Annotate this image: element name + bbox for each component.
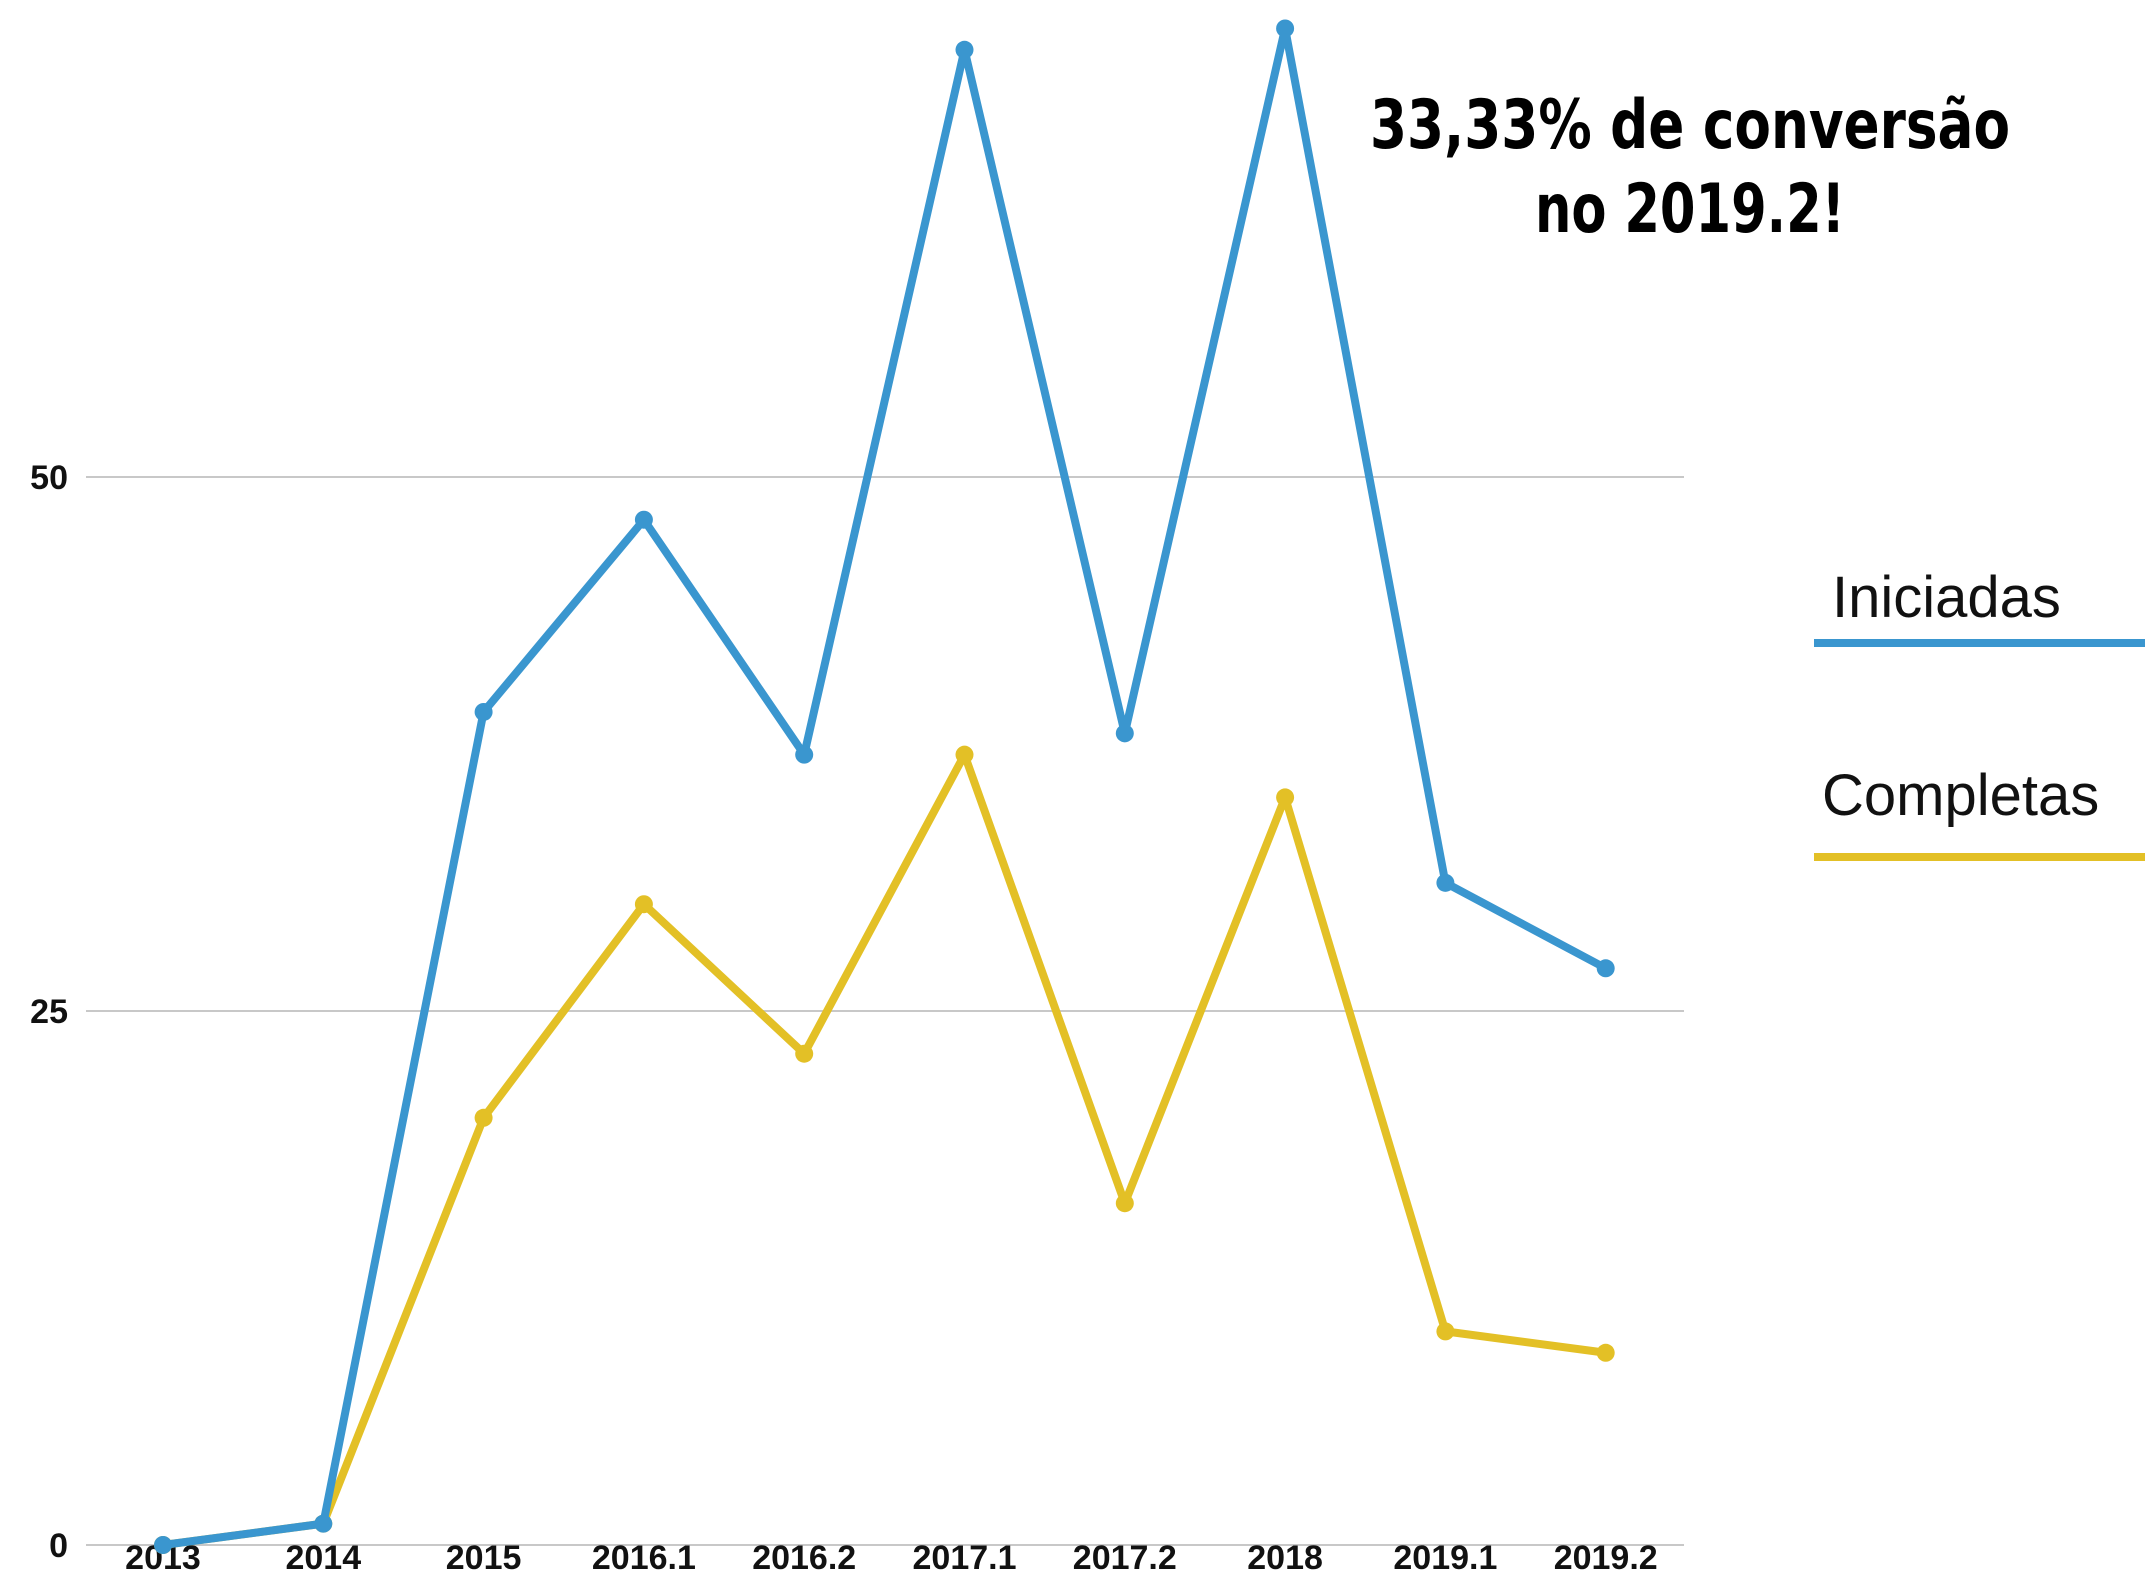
legend-label: Completas: [1822, 763, 2099, 828]
data-point-iniciadas: [154, 1536, 172, 1554]
legend: Iniciadas Completas: [1814, 565, 2145, 861]
x-tick-label: 2015: [446, 1539, 522, 1577]
data-point-completas: [634, 895, 653, 914]
series-line-completas: [159, 750, 1610, 1549]
data-point-completas: [955, 745, 974, 764]
annotation-line-1: 33,33% de conversão: [1370, 86, 2010, 165]
series-completas: [154, 745, 1615, 1554]
series-layer: [154, 19, 1615, 1554]
data-point-iniciadas: [474, 702, 493, 721]
data-point-iniciadas: [795, 745, 814, 764]
data-point-iniciadas: [1596, 959, 1615, 978]
data-point-iniciadas: [955, 40, 974, 59]
x-tick-label: 2016.1: [592, 1539, 696, 1577]
data-point-completas: [474, 1108, 493, 1127]
x-tick-label: 2019.1: [1393, 1539, 1497, 1577]
x-tick-label: 2016.2: [752, 1539, 856, 1577]
data-point-iniciadas: [1276, 19, 1295, 38]
x-tick-label: 2014: [285, 1539, 361, 1577]
data-point-iniciadas: [1115, 724, 1134, 743]
data-point-completas: [795, 1044, 814, 1063]
data-point-completas: [1276, 788, 1295, 807]
x-tick-label: 2017.1: [913, 1539, 1017, 1577]
series-line-iniciadas: [159, 24, 1610, 1549]
x-tick-label: 2019.2: [1554, 1539, 1658, 1577]
data-point-iniciadas: [1436, 873, 1455, 892]
y-tick-label: 50: [30, 459, 68, 497]
annotation-line-2: no 2019.2!: [1535, 170, 1845, 249]
data-point-completas: [1596, 1343, 1615, 1362]
grid-layer: [86, 476, 1684, 1546]
x-tick-label: 2017.2: [1073, 1539, 1177, 1577]
data-point-iniciadas: [314, 1514, 333, 1533]
legend-item-iniciadas: Iniciadas: [1814, 565, 2145, 647]
legend-label: Iniciadas: [1832, 565, 2061, 630]
y-tick-label: 0: [49, 1527, 68, 1565]
x-tick-label: 2018: [1247, 1539, 1323, 1577]
data-point-iniciadas: [634, 510, 653, 529]
data-point-completas: [1115, 1194, 1134, 1213]
data-point-completas: [1436, 1322, 1455, 1341]
y-tick-labels: 0 25 50: [30, 459, 68, 1565]
legend-item-completas: Completas: [1814, 763, 2145, 861]
series-iniciadas: [154, 19, 1615, 1554]
y-tick-label: 25: [30, 993, 68, 1031]
